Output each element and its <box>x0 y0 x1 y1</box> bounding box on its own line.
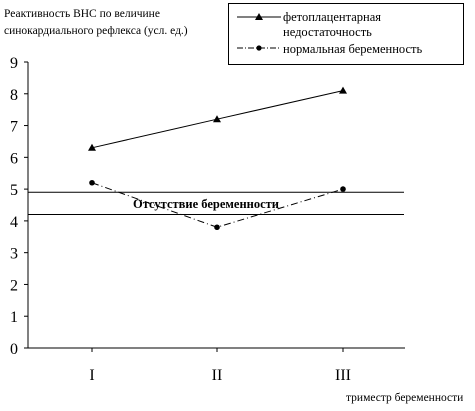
y-tick-label-0: 0 <box>10 341 18 358</box>
reference-band-label: Отсутствие беременности <box>133 197 279 211</box>
y-axis-label-line-2: синокардиального рефлекса (усл. ед.) <box>4 25 188 37</box>
y-axis-label-line-1: Реактивность ВНС по величине <box>4 8 160 20</box>
y-tick-label-9: 9 <box>10 55 18 72</box>
y-tick-label-6: 6 <box>10 150 18 167</box>
y-tick-label-5: 5 <box>10 182 18 199</box>
y-tick-label-3: 3 <box>10 246 18 263</box>
x-axis-label: триместр беременности <box>346 392 464 404</box>
y-tick-label-8: 8 <box>10 87 18 104</box>
legend-label-series-2: нормальная беременность <box>283 42 423 56</box>
y-axis-label: Реактивность ВНС по величине синокардиал… <box>4 6 224 40</box>
data-point-fetoplacental-II <box>213 115 221 123</box>
legend-marker-triangle <box>237 13 281 20</box>
y-tick-label-1: 1 <box>10 309 18 326</box>
legend-marker-circle <box>237 45 281 51</box>
legend-label-series-1: фетоплацентарная недостаточность <box>283 10 381 39</box>
data-point-normal-pregnancy-I <box>89 179 95 186</box>
y-tick-label-4: 4 <box>10 214 18 231</box>
x-tick-label-I: I <box>89 367 94 384</box>
x-tick-label-III: III <box>335 367 351 384</box>
x-tick-label-II: II <box>212 367 223 384</box>
y-tick-label-7: 7 <box>10 119 18 136</box>
data-point-normal-pregnancy-III <box>340 186 346 192</box>
data-point-fetoplacental-I <box>88 143 96 151</box>
legend: фетоплацентарная недостаточность нормаль… <box>228 3 464 65</box>
data-point-normal-pregnancy-II <box>214 224 220 231</box>
data-point-fetoplacental-III <box>339 86 347 94</box>
y-tick-label-2: 2 <box>10 277 18 294</box>
